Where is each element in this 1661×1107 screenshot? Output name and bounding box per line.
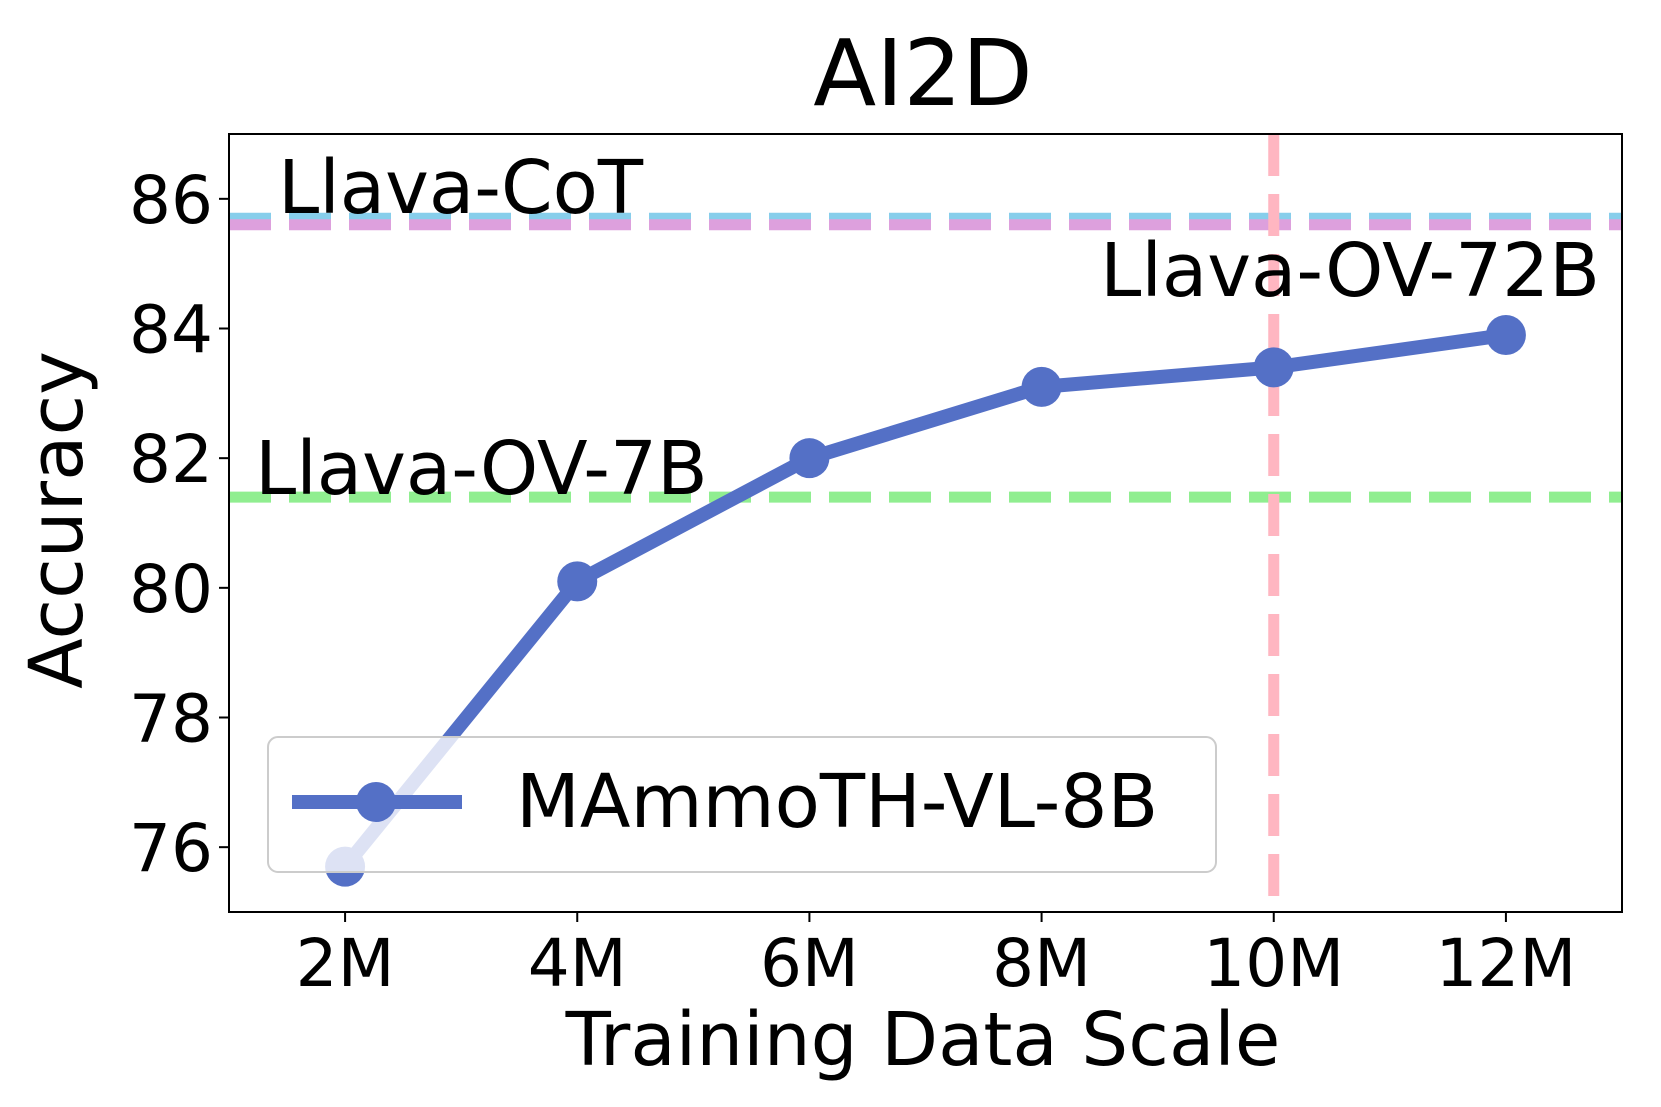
- ref-label-llava-ov-7b: Llava-OV-7B: [255, 426, 708, 512]
- x-axis-ticks: 2M 4M 6M 8M 10M 12M: [296, 912, 1576, 1002]
- chart-title: AI2D: [813, 20, 1032, 127]
- data-point: [789, 438, 830, 479]
- x-tick-label: 12M: [1435, 925, 1576, 1002]
- x-tick-label: 2M: [296, 925, 395, 1002]
- data-point: [1485, 314, 1526, 355]
- x-tick-label: 8M: [992, 925, 1091, 1002]
- y-axis-label: Accuracy: [14, 351, 100, 689]
- y-tick-label: 82: [129, 421, 213, 498]
- plot-area: [229, 134, 1622, 912]
- y-tick-label: 78: [129, 681, 213, 758]
- ref-label-llava-cot: Llava-CoT: [278, 145, 644, 231]
- legend-label-mammoth: MAmmoTH-VL-8B: [516, 759, 1158, 845]
- y-axis-ticks: 76 78 80 82 84 86: [129, 162, 229, 887]
- y-tick-label: 84: [129, 292, 213, 369]
- y-tick-label: 76: [129, 810, 213, 887]
- data-point: [557, 561, 598, 602]
- x-axis-label: Training Data Scale: [565, 997, 1281, 1083]
- legend: MAmmoTH-VL-8B: [267, 736, 1217, 873]
- y-tick-label: 80: [129, 551, 213, 628]
- plot-frame: [228, 133, 1623, 913]
- x-tick-label: 4M: [528, 925, 627, 1002]
- y-tick-label: 86: [129, 162, 213, 239]
- data-point: [1253, 347, 1294, 388]
- legend-box: [267, 736, 1217, 873]
- legend-marker-mammoth: [356, 782, 396, 822]
- data-point: [1021, 366, 1062, 407]
- ref-label-llava-ov-72b: Llava-OV-72B: [1100, 228, 1600, 314]
- x-tick-label: 6M: [760, 925, 859, 1002]
- series-line-mammoth: [339, 328, 1507, 872]
- x-tick-label: 10M: [1203, 925, 1344, 1002]
